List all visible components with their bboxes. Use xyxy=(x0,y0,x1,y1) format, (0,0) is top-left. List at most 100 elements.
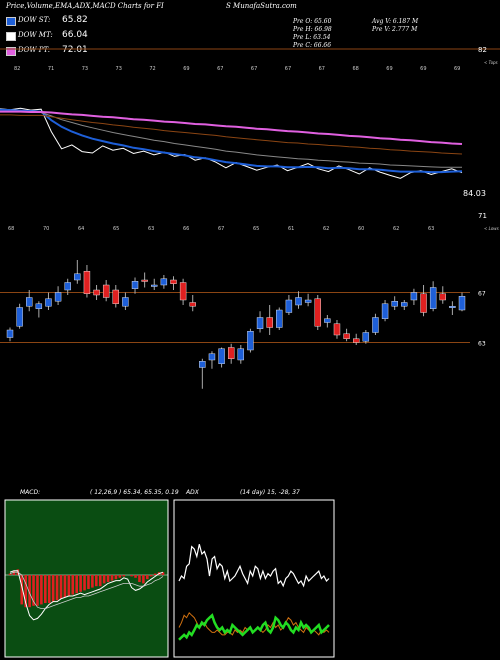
legend-label-mt: DOW MT: xyxy=(18,31,53,39)
ema-tick-label: 69 xyxy=(454,66,460,72)
candle-body xyxy=(26,297,33,307)
macd-histogram-bar xyxy=(71,575,75,595)
price-level-low-label: 63 xyxy=(478,341,486,348)
candle-body xyxy=(189,302,196,307)
price-tick-label: 68 xyxy=(8,226,14,232)
macd-histogram-bar xyxy=(134,575,137,578)
ema-top-axis-label: 82 xyxy=(478,46,487,54)
macd-histogram-bar xyxy=(32,575,35,606)
candle-body xyxy=(304,299,312,303)
ema-series-line-2 xyxy=(0,111,462,168)
candle-body xyxy=(199,361,206,368)
macd-histogram-bar xyxy=(161,572,165,575)
candle-body xyxy=(439,293,446,301)
adx-chart: ADX (14 day) 15, -28, 37 xyxy=(173,489,335,658)
macd-histogram-bar xyxy=(47,575,51,603)
candle-body xyxy=(324,318,331,323)
candle-body xyxy=(93,289,100,296)
candle-body xyxy=(141,279,148,282)
candle-body xyxy=(112,289,119,304)
candle-body xyxy=(6,329,14,338)
adx-params: (14 day) 15, -28, 37 xyxy=(240,489,300,496)
candle-body xyxy=(237,348,245,361)
legend-dow-mt: DOW MT: 66.04 xyxy=(6,30,88,41)
price-tick-label: 65 xyxy=(113,226,119,232)
candle-body xyxy=(83,271,91,294)
candle-body xyxy=(410,292,418,301)
legend-label-pt: DOW PT: xyxy=(18,46,51,54)
price-tick-label: 63 xyxy=(428,226,434,232)
adx-label: ADX xyxy=(185,489,200,496)
legend-label-st: DOW ST: xyxy=(18,16,51,24)
macd-histogram-bar xyxy=(110,575,114,581)
candle-body xyxy=(208,353,216,361)
chart-title: Price,Volume,EMA,ADX,MACD Charts for FI xyxy=(6,2,164,10)
macd-histogram-bar xyxy=(63,575,67,598)
legend-swatch-mt xyxy=(6,32,16,41)
macd-histogram-bar xyxy=(40,575,43,605)
candle-body xyxy=(74,273,81,281)
price-tick-label: 62 xyxy=(323,226,329,232)
macd-label: MACD: xyxy=(20,489,40,496)
candle-body xyxy=(285,299,293,313)
legend-swatch-pt xyxy=(6,47,16,56)
macd-frame xyxy=(4,499,169,658)
candle-body xyxy=(333,323,341,336)
candle-body xyxy=(362,332,370,342)
ema-tick-label: 67 xyxy=(319,66,325,72)
candle-body xyxy=(179,282,187,301)
candle-body xyxy=(218,348,225,364)
candle-body xyxy=(343,333,350,339)
price-tick-label: 66 xyxy=(183,226,189,232)
macd-histogram-bar xyxy=(149,575,153,577)
candle-body xyxy=(295,297,302,306)
price-level-high-label: 67 xyxy=(478,291,486,298)
legend-swatch-st xyxy=(6,17,16,26)
candle-body xyxy=(449,306,456,308)
candle-body xyxy=(429,287,437,309)
candle-body xyxy=(54,292,62,302)
ema-series-line-1 xyxy=(0,108,463,174)
macd-histogram-bar xyxy=(83,575,86,591)
candle-body xyxy=(64,282,71,291)
price-tick-label: 70 xyxy=(43,226,49,232)
ema-tick-label: 67 xyxy=(217,66,223,72)
quote-high: Pre H: 66.98 xyxy=(293,26,332,33)
price-tick-label: 62 xyxy=(393,226,399,232)
adx-line xyxy=(178,613,330,641)
macd-histogram-bar xyxy=(106,575,110,582)
quote-pre-volume: Pre V: 2.777 M xyxy=(372,26,418,33)
quote-close: Pre C: 66.66 xyxy=(293,42,332,49)
macd-histogram-bar xyxy=(153,573,157,575)
macd-histogram-bar xyxy=(91,575,94,588)
candle-body xyxy=(256,317,264,329)
quote-low: Pre L: 63.54 xyxy=(293,34,331,41)
macd-histogram-bar xyxy=(28,575,31,608)
macd-histogram-bar xyxy=(51,575,55,602)
candle-body xyxy=(122,297,129,307)
site-name: S MunafaSutra.com xyxy=(226,2,297,10)
candle-body xyxy=(314,298,321,327)
candle-body xyxy=(227,347,235,359)
macd-signal-line xyxy=(9,571,164,609)
ema-tick-label: 69 xyxy=(420,66,426,72)
price-tick-label: 60 xyxy=(358,226,364,232)
legend-value-mt: 66.04 xyxy=(62,30,88,40)
macd-histogram-bar xyxy=(75,575,78,594)
ema-tops-label: < Tops xyxy=(484,60,498,65)
candle-body xyxy=(131,281,139,289)
price-tick-label: 67 xyxy=(218,226,224,232)
macd-histogram-bar xyxy=(36,575,39,606)
price-chart: < Lows 68 70 64 65 63 66 67 65 61 62 60 62 63 67 63 xyxy=(0,226,499,389)
macd-histogram-bar xyxy=(114,575,118,580)
macd-histogram-bar xyxy=(102,575,106,584)
candle-body xyxy=(151,284,158,287)
macd-histogram-bar xyxy=(24,575,27,608)
candle-body xyxy=(276,309,283,328)
macd-histogram-bar xyxy=(130,575,133,577)
candle-body xyxy=(35,303,43,309)
ema-tick-label: 67 xyxy=(251,66,257,72)
macd-histogram-bar xyxy=(95,575,98,587)
macd-line xyxy=(9,570,164,621)
macd-histogram-bar xyxy=(67,575,71,596)
